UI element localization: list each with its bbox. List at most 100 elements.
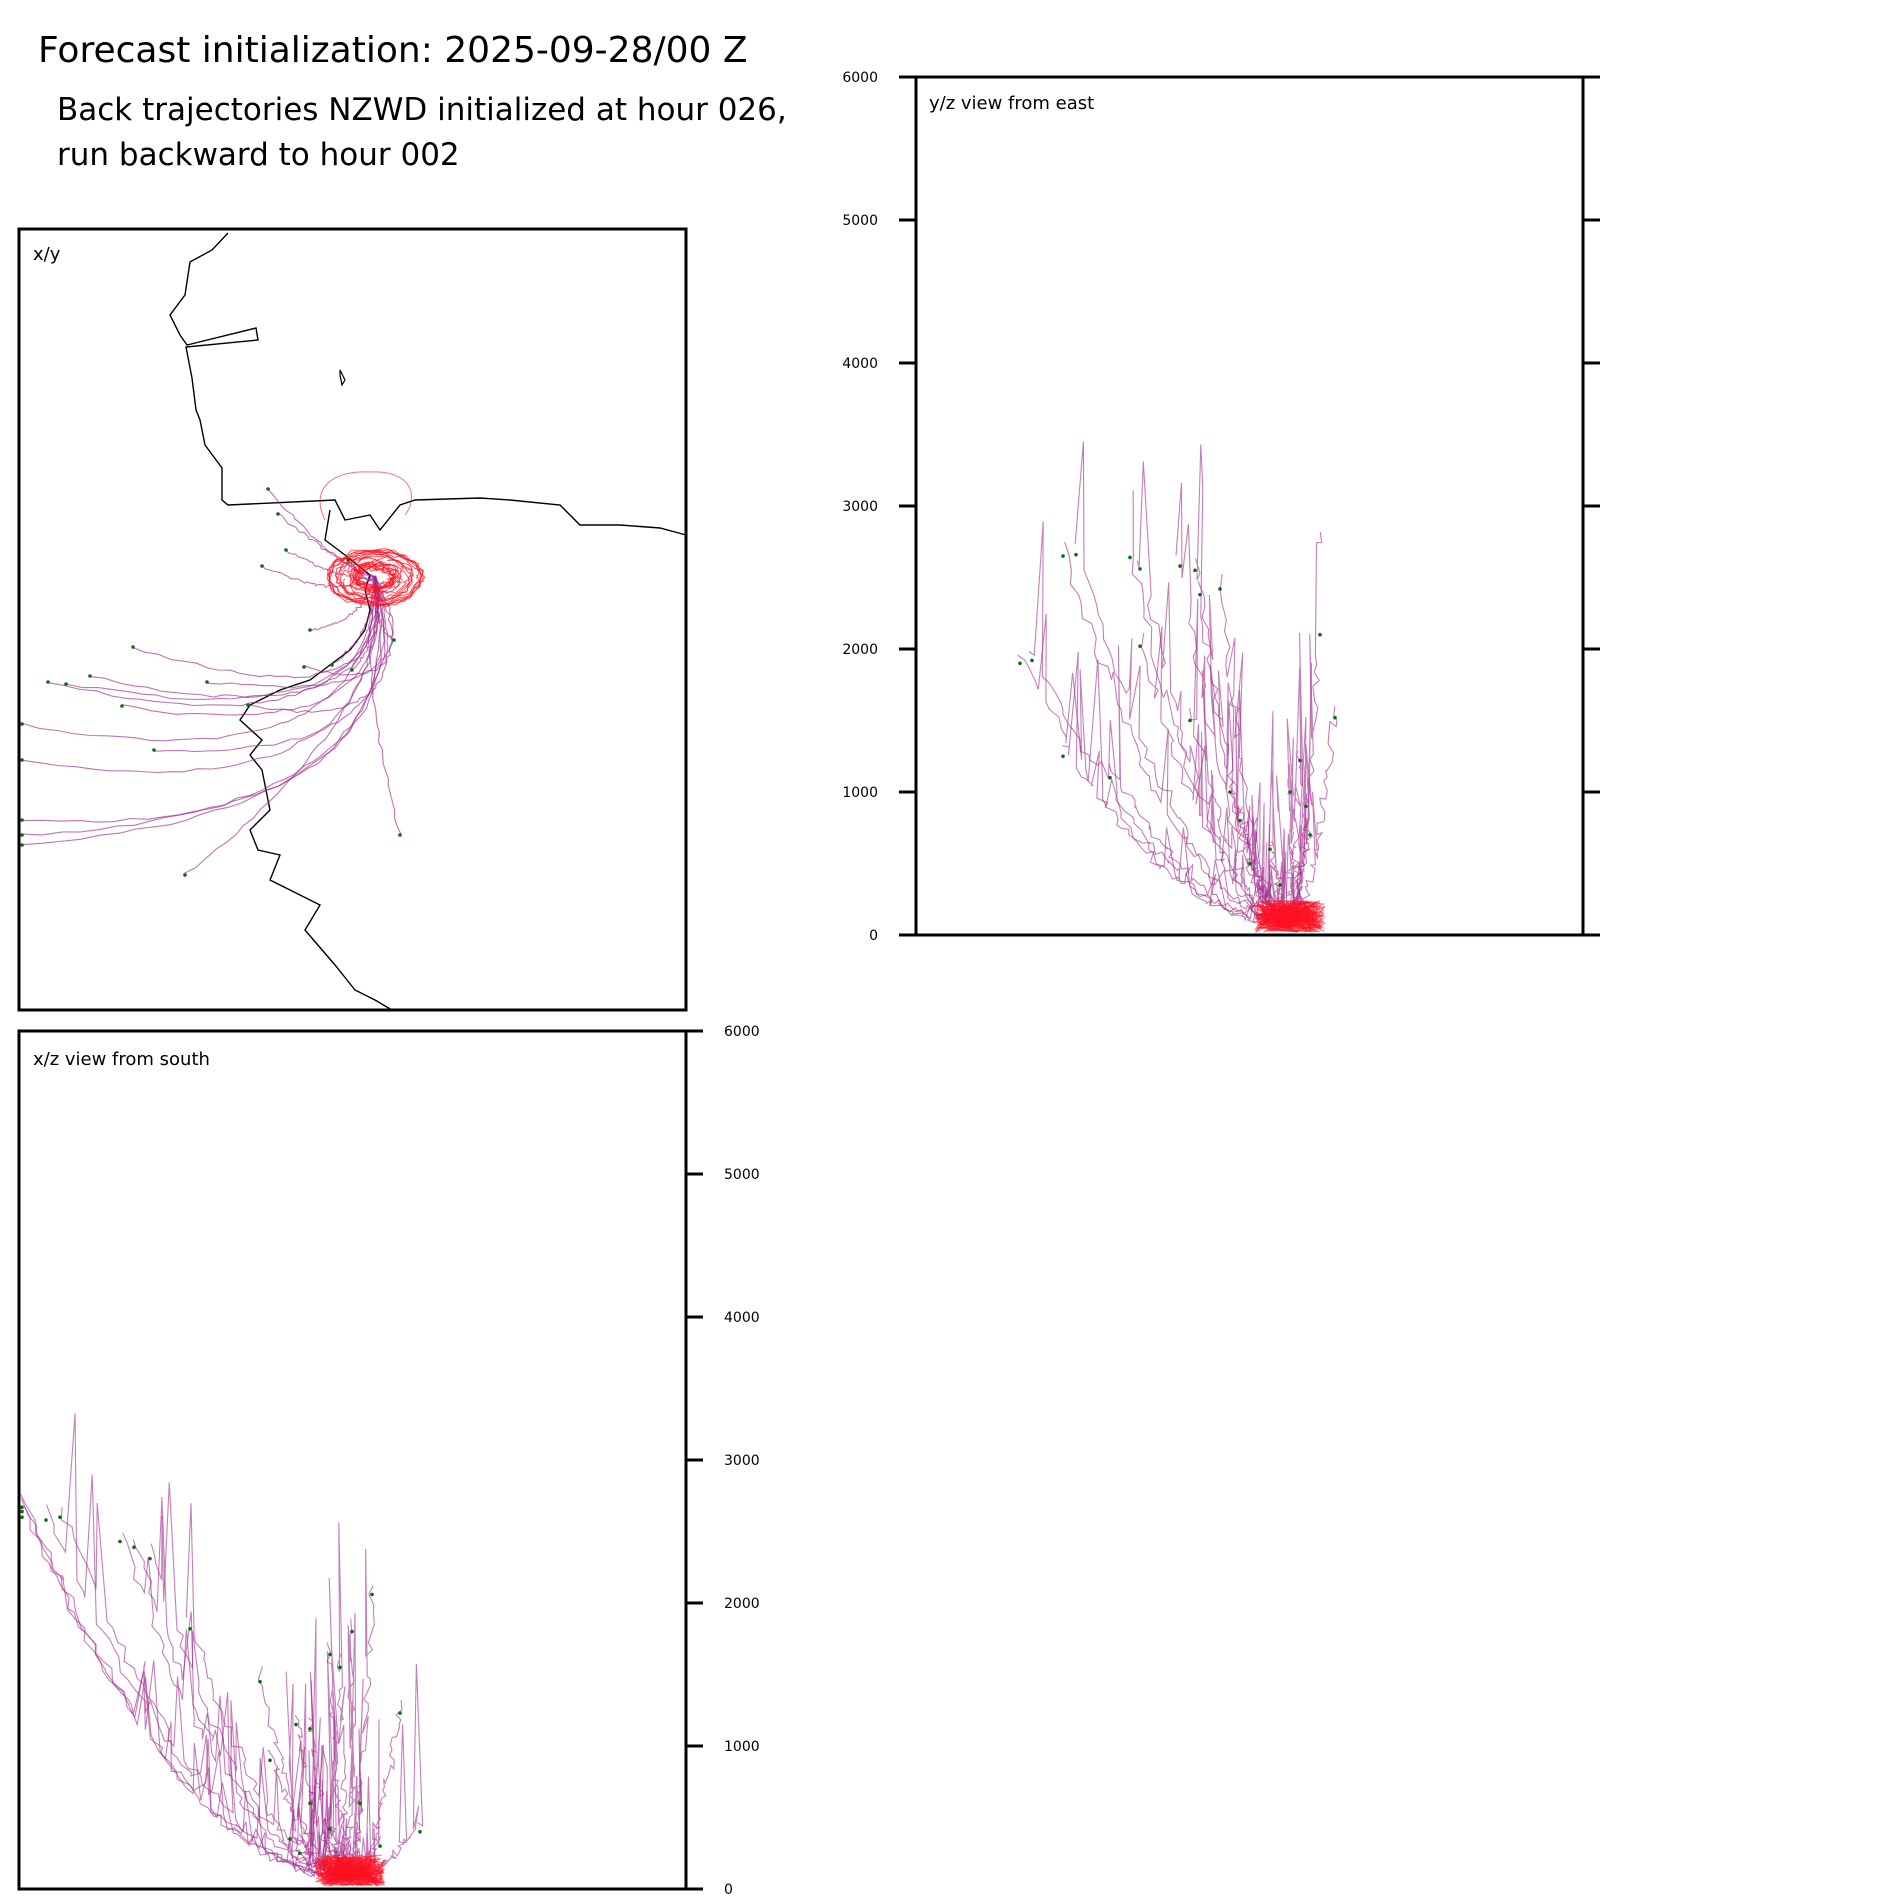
trajectory-start-point [64, 682, 68, 686]
trajectory-start-point [152, 748, 156, 752]
trajectory-line [91, 576, 379, 699]
trajectory-start-point [258, 1679, 262, 1684]
y-tick-label: 3000 [724, 1453, 760, 1469]
trajectory-start-point [1308, 833, 1312, 837]
trajectory-start-point [20, 833, 24, 837]
near-origin-trajectory [335, 551, 414, 602]
trajectory-start-point [1238, 818, 1242, 823]
trajectory-start-point [350, 668, 354, 672]
y-tick-label: 6000 [842, 70, 878, 86]
y-tick-label: 2000 [724, 1596, 760, 1612]
trajectory-line [23, 1505, 347, 1881]
trajectory-line [21, 575, 378, 774]
y-tick-label: 3000 [842, 499, 878, 515]
y-tick-label: 2000 [842, 642, 878, 658]
trajectory-line [1194, 444, 1292, 928]
trajectory-line [150, 1482, 350, 1882]
y-tick-label: 5000 [724, 1167, 760, 1183]
trajectory-line [346, 1663, 424, 1882]
trajectory-start-point [1218, 587, 1222, 591]
trajectory-start-point [205, 680, 209, 684]
trajectory-start-point [378, 1844, 382, 1848]
trajectory-start-point [1268, 847, 1272, 851]
trajectory-line [1227, 689, 1292, 927]
xz-panel: x/z view from south 0 1000 2000 3000 4000 500… [17, 1024, 760, 1898]
xy-trajectories [21, 471, 426, 875]
trajectory-start-point [284, 548, 288, 552]
trajectory-line [21, 575, 383, 836]
near-origin-trajectory [334, 552, 413, 602]
trajectory-start-point [1128, 555, 1132, 560]
trajectory-line [45, 1413, 354, 1880]
trajectory-line [20, 1493, 353, 1882]
yz-panel: y/z view from east 0 1000 2000 3000 4000 5000… [842, 70, 1600, 944]
near-origin-trajectory [346, 558, 403, 596]
xz-ticks: 0 1000 2000 3000 4000 5000 6000 [686, 1024, 760, 1898]
coastline-segment [239, 509, 393, 1011]
trajectory-start-point [131, 645, 135, 649]
trajectory-line [367, 577, 402, 834]
trajectory-start-point [88, 674, 92, 678]
trajectory-start-point [20, 1509, 24, 1514]
trajectory-line [207, 577, 395, 689]
trajectory-start-point [20, 843, 24, 847]
xy-panel-frame [17, 227, 688, 1012]
trajectory-start-point [1248, 861, 1252, 866]
near-origin-trajectory [327, 549, 426, 606]
trajectory-start-point [260, 564, 264, 568]
trajectory-start-point [246, 703, 250, 707]
near-origin-trajectory [341, 555, 411, 599]
yz-endpoints [1018, 552, 1337, 887]
trajectory-line [154, 578, 386, 753]
yz-panel-label: y/z view from east [929, 93, 1094, 114]
trajectory-start-point [120, 704, 124, 708]
figure-subtitle: Back trajectories NZWD initialized at ho… [57, 92, 787, 173]
trajectory-start-point [330, 663, 334, 667]
trajectory-start-point [1188, 718, 1192, 723]
y-tick-label: 0 [869, 928, 878, 944]
trajectory-start-point [418, 1830, 422, 1834]
y-tick-label: 1000 [842, 785, 878, 801]
trajectory-line [22, 575, 385, 846]
trajectory-start-point [392, 638, 396, 642]
trajectory-start-point [1288, 790, 1292, 794]
near-origin-trajectory [315, 1858, 383, 1886]
trajectory-line [373, 575, 396, 642]
trajectory-line [1062, 651, 1295, 929]
trajectory-start-point [132, 1545, 136, 1550]
trajectory-start-point [1193, 568, 1197, 573]
trajectory-start-point [58, 1515, 62, 1519]
trajectory-start-point [276, 512, 280, 516]
near-origin-trajectory [319, 471, 413, 521]
xy-endpoints [20, 487, 402, 877]
xy-panel: x/y [17, 227, 688, 1012]
trajectory-start-point [1061, 554, 1065, 558]
trajectory-start-point [358, 1801, 362, 1805]
trajectory-start-point [338, 1665, 342, 1670]
trajectory-start-point [1018, 661, 1022, 666]
trajectory-start-point [20, 1505, 24, 1509]
trajectory-start-point [302, 665, 306, 669]
yz-trajectories [1017, 441, 1338, 934]
coastline-segment [169, 232, 687, 536]
trajectory-start-point [1061, 754, 1065, 759]
y-tick-label: 4000 [724, 1310, 760, 1326]
trajectory-start-point [118, 1539, 122, 1544]
trajectory-start-point [1298, 758, 1302, 763]
trajectory-start-point [370, 1592, 374, 1597]
trajectory-start-point [346, 558, 350, 562]
trajectory-start-point [188, 1626, 192, 1631]
xz-panel-label: x/z view from south [33, 1049, 210, 1070]
trajectory-start-point [1278, 883, 1282, 887]
trajectory-start-point [398, 833, 402, 837]
figure-title: Forecast initialization: 2025-09-28/00 Z [38, 30, 748, 71]
y-tick-label: 0 [724, 1882, 733, 1898]
xz-trajectories [20, 1413, 424, 1887]
trajectory-start-point [268, 1758, 272, 1763]
coastline [169, 232, 687, 1011]
trajectory-line [278, 513, 377, 579]
y-tick-label: 5000 [842, 213, 878, 229]
near-origin-trajectory [336, 553, 415, 601]
trajectory-start-point [266, 487, 270, 491]
trajectory-start-point [350, 1629, 354, 1634]
